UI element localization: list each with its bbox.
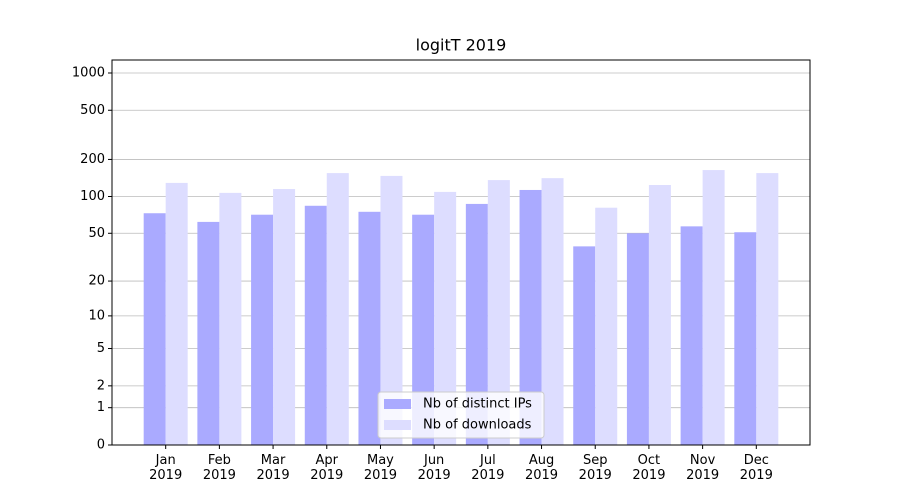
x-tick-label: Feb 2019	[202, 453, 236, 483]
x-tick-label: Nov 2019	[686, 453, 720, 483]
x-tick-label: Jun 2019	[417, 453, 451, 483]
bar	[573, 246, 596, 445]
y-tick-label: 100	[80, 189, 105, 204]
bar	[434, 191, 457, 445]
bar	[595, 207, 618, 445]
bar	[197, 221, 220, 445]
x-tick-label: Aug 2019	[524, 453, 559, 483]
bar	[251, 214, 274, 445]
y-tick-label: 1000	[72, 65, 105, 80]
bar	[219, 192, 242, 445]
bar	[143, 213, 166, 445]
bar	[519, 189, 542, 445]
bar	[358, 211, 381, 445]
x-tick-label: Mar 2019	[256, 453, 290, 483]
y-tick-label: 0	[97, 438, 105, 453]
x-tick-label: May 2019	[363, 453, 397, 483]
legend-label: Nb of distinct IPs	[423, 397, 532, 412]
bar	[734, 232, 757, 445]
y-tick-label: 200	[80, 152, 105, 167]
legend-label: Nb of downloads	[423, 418, 532, 433]
x-tick-label: Oct 2019	[632, 453, 666, 483]
bar	[380, 175, 403, 446]
bar	[756, 173, 779, 445]
x-tick-label: Jul 2019	[471, 453, 505, 483]
bar	[465, 203, 488, 445]
bar	[165, 182, 188, 446]
bar	[680, 226, 703, 445]
x-tick-label: Jan 2019	[149, 453, 183, 483]
chart-title: logitT 2019	[416, 36, 507, 55]
bar	[541, 178, 564, 446]
y-tick-label: 500	[80, 103, 105, 118]
x-tick-label: Apr 2019	[310, 453, 344, 483]
bar	[326, 173, 349, 445]
y-tick-label: 1	[97, 400, 105, 415]
y-tick-label: 20	[88, 274, 105, 289]
plot-frame	[111, 59, 811, 446]
bar	[412, 214, 435, 445]
bar	[648, 185, 671, 445]
y-tick-label: 2	[97, 378, 105, 393]
y-tick-label: 10	[88, 308, 105, 323]
bar	[487, 180, 510, 445]
bar	[273, 189, 296, 445]
bar	[702, 170, 725, 445]
y-tick-label: 5	[97, 341, 105, 356]
x-tick-label: Dec 2019	[739, 453, 773, 483]
y-tick-label: 50	[88, 226, 105, 241]
bar	[304, 205, 327, 445]
legend-box	[377, 391, 545, 439]
x-tick-label: Sep 2019	[578, 453, 612, 483]
legend-swatch	[384, 399, 411, 409]
bar	[626, 233, 649, 445]
legend-swatch	[384, 420, 411, 430]
